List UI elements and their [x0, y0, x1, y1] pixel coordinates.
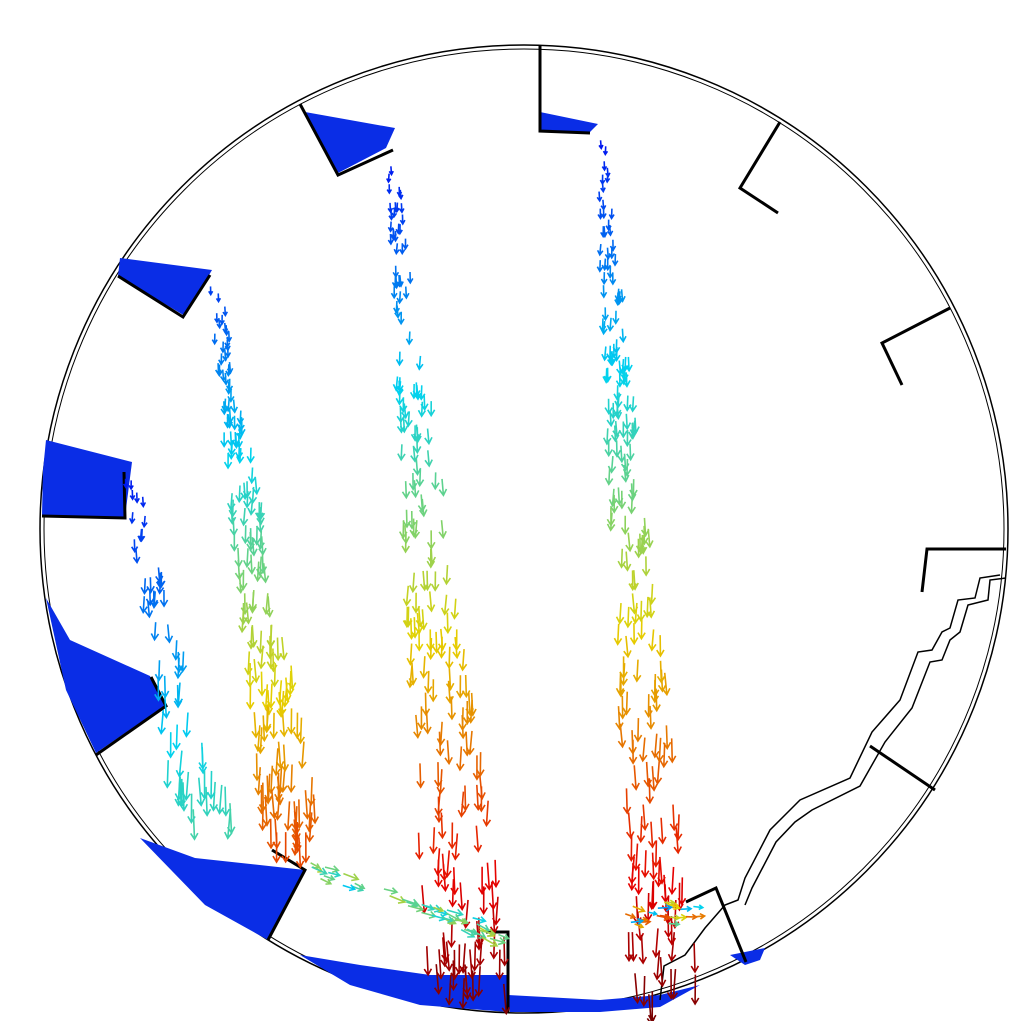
page: (() => { JSON.parse(document.getElementB… — [0, 0, 1009, 1021]
drum-simulation — [0, 0, 1009, 1021]
